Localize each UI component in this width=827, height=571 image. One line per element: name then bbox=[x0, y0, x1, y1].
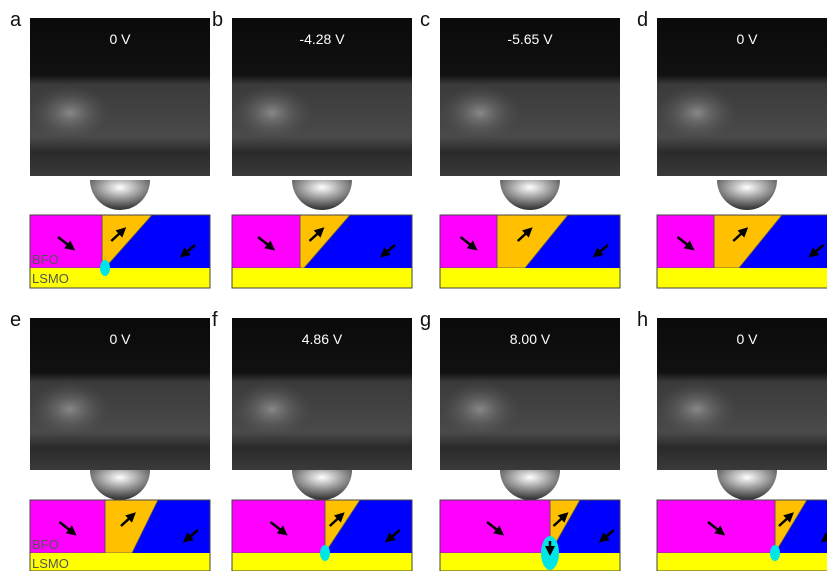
afm-tip bbox=[717, 470, 777, 500]
magenta-domain bbox=[657, 215, 714, 268]
voltage-label: 0 V bbox=[109, 31, 131, 47]
panel-letter: h bbox=[637, 309, 648, 331]
voltage-label: -5.65 V bbox=[507, 31, 553, 47]
image-contrast bbox=[232, 85, 312, 141]
afm-tip bbox=[500, 180, 560, 210]
image-contrast bbox=[30, 381, 110, 437]
panel-letter: g bbox=[420, 309, 431, 331]
voltage-label: 0 V bbox=[736, 31, 758, 47]
image-contrast bbox=[657, 85, 737, 141]
afm-tip bbox=[292, 180, 352, 210]
panel-letter: f bbox=[212, 309, 218, 331]
layer-label: BFO bbox=[32, 252, 59, 267]
panel-letter: c bbox=[420, 9, 430, 31]
voltage-label: 8.00 V bbox=[510, 331, 551, 347]
lsmo-layer bbox=[440, 553, 620, 571]
nucleus bbox=[100, 260, 110, 276]
voltage-label: 0 V bbox=[109, 331, 131, 347]
afm-tip bbox=[292, 470, 352, 500]
afm-tip bbox=[500, 470, 560, 500]
figure: a 0 V BFO LSMO b -4.28 V c -5.65 V d 0 V e 0 V BFO LS… bbox=[0, 0, 827, 571]
afm-tip bbox=[90, 470, 150, 500]
magenta-domain bbox=[440, 500, 550, 553]
layer-label: BFO bbox=[32, 537, 59, 552]
panel-letter: b bbox=[212, 9, 223, 31]
panel-letter: d bbox=[637, 9, 648, 31]
magenta-domain bbox=[232, 500, 325, 553]
afm-tip bbox=[90, 180, 150, 210]
image-contrast bbox=[657, 381, 737, 437]
voltage-label: 4.86 V bbox=[302, 331, 343, 347]
lsmo-layer bbox=[657, 268, 827, 288]
voltage-label: -4.28 V bbox=[299, 31, 345, 47]
image-contrast bbox=[232, 381, 312, 437]
layer-label: LSMO bbox=[32, 271, 69, 286]
image-contrast bbox=[30, 85, 110, 141]
layer-label: LSMO bbox=[32, 556, 69, 571]
lsmo-layer bbox=[232, 268, 412, 288]
magenta-domain bbox=[440, 215, 497, 268]
panel-letter: e bbox=[10, 309, 21, 331]
image-contrast bbox=[440, 381, 520, 437]
lsmo-layer bbox=[657, 553, 827, 571]
afm-tip bbox=[717, 180, 777, 210]
voltage-label: 0 V bbox=[736, 331, 758, 347]
image-contrast bbox=[440, 85, 520, 141]
panel-letter: a bbox=[10, 9, 22, 31]
magenta-domain bbox=[657, 500, 775, 553]
nucleus bbox=[320, 545, 330, 561]
nucleus bbox=[770, 545, 780, 561]
magenta-domain bbox=[232, 215, 300, 268]
lsmo-layer bbox=[440, 268, 620, 288]
